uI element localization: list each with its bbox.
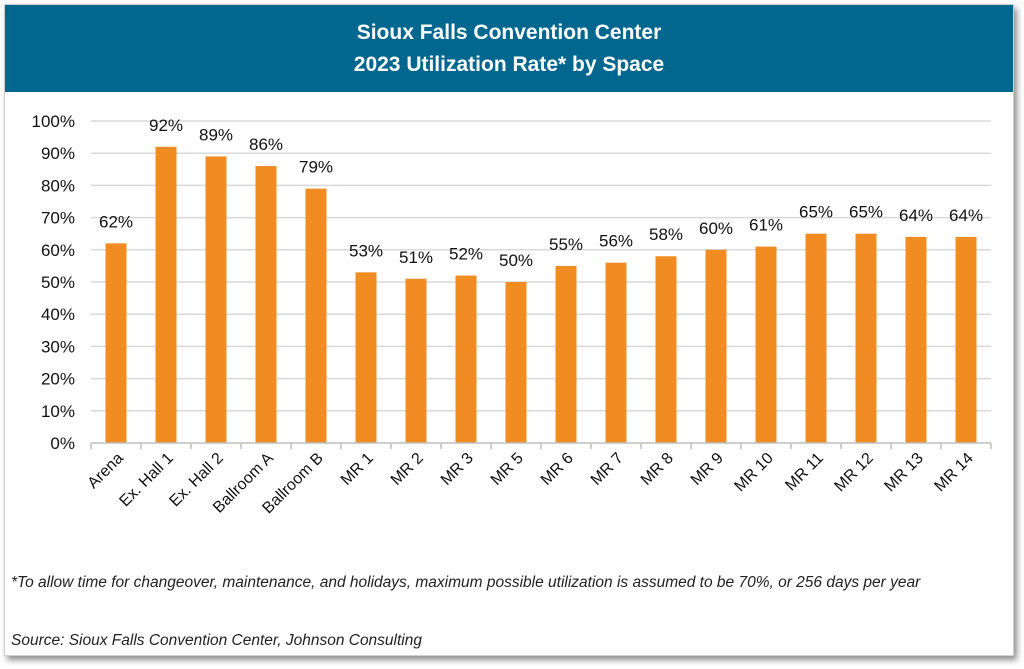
category-label: Ex. Hall 1 [116, 450, 177, 511]
bars [105, 146, 977, 444]
source-note: Source: Sioux Falls Convention Center, J… [11, 632, 422, 649]
bar [955, 236, 977, 443]
data-label: 89% [199, 125, 233, 144]
y-tick-label: 100% [32, 112, 75, 131]
data-label: 64% [949, 206, 983, 225]
bar [355, 272, 377, 443]
data-label: 62% [99, 212, 133, 231]
chart-header: Sioux Falls Convention Center 2023 Utili… [5, 5, 1013, 92]
bar [455, 275, 477, 443]
bar-chart: 0% 10% 20% 30% 40% 50% 60% 70% 80% 90% 100% 62% 92%… [32, 112, 992, 518]
data-label: 52% [449, 245, 483, 264]
y-tick-label: 70% [41, 209, 75, 228]
category-label: MR 13 [881, 450, 926, 495]
data-label: 65% [799, 203, 833, 222]
footnote: *To allow time for changeover, maintenan… [11, 574, 921, 591]
data-label: 51% [399, 248, 433, 267]
bar [605, 262, 627, 443]
chart-subtitle: 2023 Utilization Rate* by Space [353, 53, 665, 76]
category-label: MR 3 [438, 450, 477, 489]
bar [905, 236, 927, 443]
bar [105, 243, 127, 443]
data-label: 50% [499, 251, 533, 270]
bar [205, 156, 227, 444]
bar [255, 166, 277, 443]
bar [805, 233, 827, 443]
category-label: Arena [85, 450, 127, 492]
bar [505, 282, 527, 443]
bar [155, 146, 177, 443]
category-label: MR 7 [588, 450, 627, 489]
y-tick-label: 90% [41, 144, 75, 163]
data-label: 64% [899, 206, 933, 225]
category-label: MR 14 [931, 450, 976, 495]
category-label: MR 10 [731, 450, 776, 495]
y-tick-label: 10% [41, 402, 75, 421]
chart-title: Sioux Falls Convention Center [356, 21, 662, 44]
y-tick-label: 50% [41, 273, 75, 292]
data-label: 53% [349, 241, 383, 260]
chart-frame: Sioux Falls Convention Center 2023 Utili… [4, 4, 1014, 656]
category-label: MR 11 [782, 450, 827, 495]
bar [555, 265, 577, 443]
x-axis [90, 442, 992, 449]
bar [705, 249, 727, 443]
category-label: MR 9 [688, 450, 727, 489]
y-axis-ticks: 0% 10% 20% 30% 40% 50% 60% 70% 80% 90% 100% [32, 112, 75, 453]
bar [305, 188, 327, 443]
gridlines [91, 120, 991, 412]
data-label: 58% [649, 225, 683, 244]
y-tick-label: 80% [41, 176, 75, 195]
y-tick-label: 60% [41, 241, 75, 260]
category-label: MR 8 [638, 450, 677, 489]
bar [855, 233, 877, 443]
y-tick-label: 20% [41, 370, 75, 389]
category-label: MR 2 [388, 450, 427, 489]
data-labels: 62% 92% 89% 86% 79% 53% 51% 52% 50% 55% 56% 58% 60% 6… [99, 116, 983, 270]
data-label: 56% [599, 232, 633, 251]
data-label: 86% [249, 135, 283, 154]
y-tick-label: 40% [41, 305, 75, 324]
data-label: 79% [299, 158, 333, 177]
bar [405, 278, 427, 443]
data-label: 61% [749, 216, 783, 235]
category-label: MR 5 [488, 450, 527, 489]
y-tick-label: 0% [50, 434, 75, 453]
category-label: MR 12 [831, 450, 876, 495]
category-label: MR 1 [338, 450, 377, 489]
category-label: MR 6 [538, 450, 577, 489]
data-label: 60% [699, 219, 733, 238]
data-label: 55% [549, 235, 583, 254]
bar [655, 256, 677, 443]
data-label: 65% [849, 203, 883, 222]
bar [755, 246, 777, 443]
data-label: 92% [149, 116, 183, 135]
y-tick-label: 30% [41, 337, 75, 356]
